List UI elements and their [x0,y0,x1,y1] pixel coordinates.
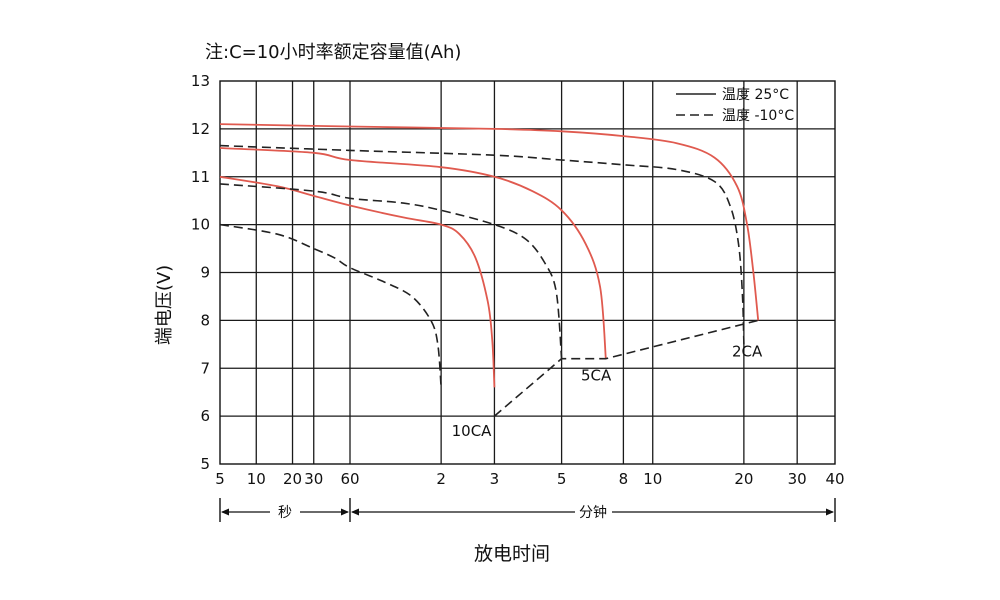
x-tick-label: 30 [788,470,807,488]
x-tick-label: 10 [643,470,662,488]
x-tick-label: 2 [436,470,446,488]
segment-label-minutes: 分钟 [579,504,607,521]
x-tick-label: 5 [557,470,567,488]
arrowhead-left-minutes [351,508,359,516]
y-ticks: 5 6 7 8 9 10 11 12 13 [191,72,210,473]
arrowhead-left-seconds [221,508,229,516]
y-tick-label: 12 [191,120,210,138]
y-tick-label: 9 [200,264,210,282]
y-tick-label: 13 [191,72,210,90]
plot-frame [219,80,836,465]
grid [220,81,835,464]
annotation-2ca: 2CA [732,343,763,361]
x-axis-label: 放电时间 [474,543,550,565]
annotation-10ca: 10CA [452,422,493,440]
y-tick-label: 8 [200,311,210,329]
series-5ca-25c [219,147,607,359]
legend-label-25c: 温度 25°C [722,87,789,103]
annotations: 10CA 5CA 2CA [452,343,763,440]
legend: 温度 25°C 温度 -10°C [676,87,794,124]
x-tick-label: 20 [283,470,302,488]
series-2ca-25c [219,123,760,321]
y-tick-label: 7 [200,359,210,377]
x-tick-label: 8 [619,470,629,488]
x-tick-label: 10 [247,470,266,488]
x-tick-label: 60 [340,470,359,488]
arrowhead-right-seconds [341,508,349,516]
x-ticks: 5 10 20 30 60 2 3 5 8 10 20 30 40 [215,470,844,488]
x-tick-label: 20 [734,470,753,488]
x-tick-label: 3 [490,470,500,488]
segment-label-seconds: 秒 [278,505,292,521]
y-tick-label: 11 [191,168,210,186]
series-10ca-25c [219,175,496,388]
series-10ca-minus10c [219,223,442,388]
endpoint-connector-line [493,319,759,417]
x-tick-label: 40 [825,470,844,488]
series-5ca-minus10c [219,183,563,359]
arrowhead-right-minutes [826,508,834,516]
x-tick-label: 30 [304,470,323,488]
annotation-5ca: 5CA [581,366,612,384]
legend-label-minus10c: 温度 -10°C [722,108,794,124]
series-2ca-minus10c [219,144,745,345]
y-axis-label: 端电压(V) [154,265,175,345]
x-tick-label: 5 [215,470,225,488]
y-tick-label: 5 [200,455,210,473]
series-lines [219,123,760,417]
y-tick-label: 6 [200,407,210,425]
chart-title: 注:C=10小时率额定容量值(Ah) [205,42,461,63]
x-segment-brackets: 秒 分钟 [219,498,836,522]
y-tick-label: 10 [191,216,210,234]
